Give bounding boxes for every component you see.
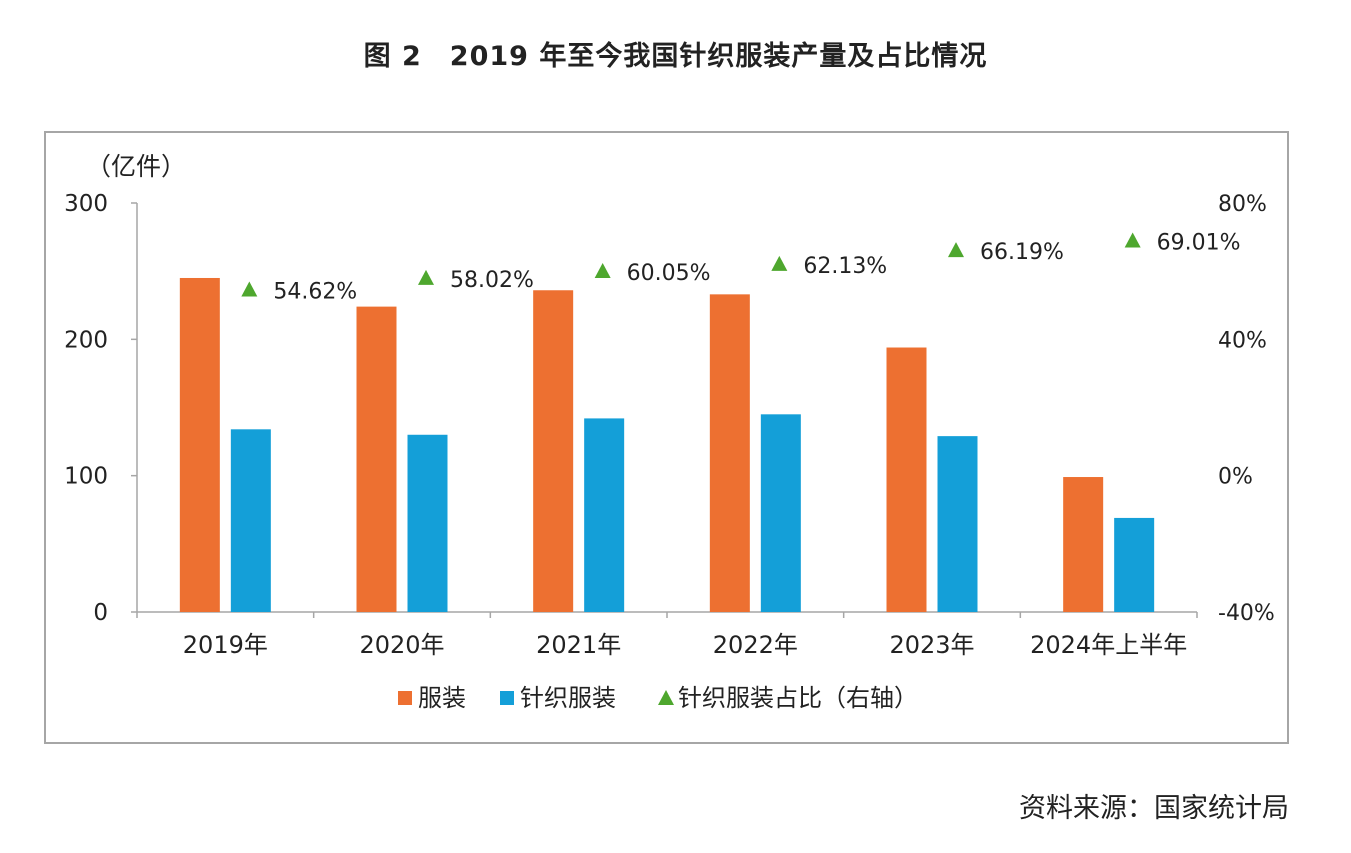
- share-data-label: 54.62%: [273, 280, 357, 305]
- x-tick-label: 2021年: [536, 631, 621, 659]
- legend-label: 服装: [418, 684, 466, 712]
- share-data-label: 66.19%: [980, 240, 1064, 265]
- source-note: 资料来源：国家统计局: [1019, 793, 1289, 824]
- x-tick-label: 2024年上半年: [1030, 631, 1187, 659]
- bar-knitwear: [407, 434, 448, 612]
- bar-apparel: [1063, 477, 1104, 612]
- chart-frame: 0 100 200 300 -40% 0% 40% 80% （亿件） 54.62% 2019年 58.…: [44, 131, 1289, 744]
- y-tick-label: 0: [93, 600, 108, 626]
- page-title: 图 2 2019 年至今我国针织服装产量及占比情况: [363, 41, 988, 72]
- bar-knitwear: [937, 436, 978, 612]
- x-tick-label: 2019年: [183, 631, 268, 659]
- y2-tick-label: -40%: [1218, 601, 1275, 626]
- y-unit-label: （亿件）: [86, 152, 186, 181]
- share-marker: [594, 262, 611, 278]
- bar-apparel: [886, 347, 927, 612]
- legend-swatch: [500, 691, 514, 705]
- bar-knitwear: [230, 429, 271, 612]
- share-marker: [1124, 232, 1141, 248]
- bar-knitwear: [760, 414, 801, 612]
- legend-swatch: [398, 691, 412, 705]
- share-data-label: 58.02%: [450, 268, 534, 293]
- y-tick-label: 300: [64, 191, 108, 217]
- y2-tick-label: 40%: [1218, 328, 1267, 353]
- y-tick-label: 100: [64, 464, 108, 490]
- bar-apparel: [356, 306, 397, 612]
- x-tick-label: 2022年: [713, 631, 798, 659]
- share-data-label: 60.05%: [627, 261, 711, 286]
- bar-apparel: [179, 277, 220, 612]
- share-marker: [771, 255, 788, 271]
- share-marker: [418, 269, 434, 285]
- bar-knitwear: [1114, 517, 1155, 612]
- share-marker: [948, 242, 964, 258]
- legend-swatch: [658, 690, 674, 705]
- share-data-label: 62.13%: [803, 254, 887, 279]
- bar-knitwear: [584, 418, 625, 612]
- legend-label: 针织服装占比（右轴）: [678, 684, 918, 712]
- bar-apparel: [533, 290, 574, 612]
- legend-label: 针织服装: [520, 684, 616, 712]
- y2-tick-label: 0%: [1218, 465, 1253, 490]
- share-marker: [241, 281, 258, 297]
- y-tick-label: 200: [64, 327, 108, 353]
- x-tick-label: 2023年: [889, 631, 974, 659]
- share-data-label: 69.01%: [1157, 230, 1241, 255]
- y2-tick-label: 80%: [1218, 192, 1267, 217]
- chart: 0 100 200 300 -40% 0% 40% 80% （亿件） 54.62% 2019年 58.…: [64, 152, 1275, 712]
- bar-apparel: [709, 294, 750, 612]
- x-tick-label: 2020年: [359, 631, 444, 659]
